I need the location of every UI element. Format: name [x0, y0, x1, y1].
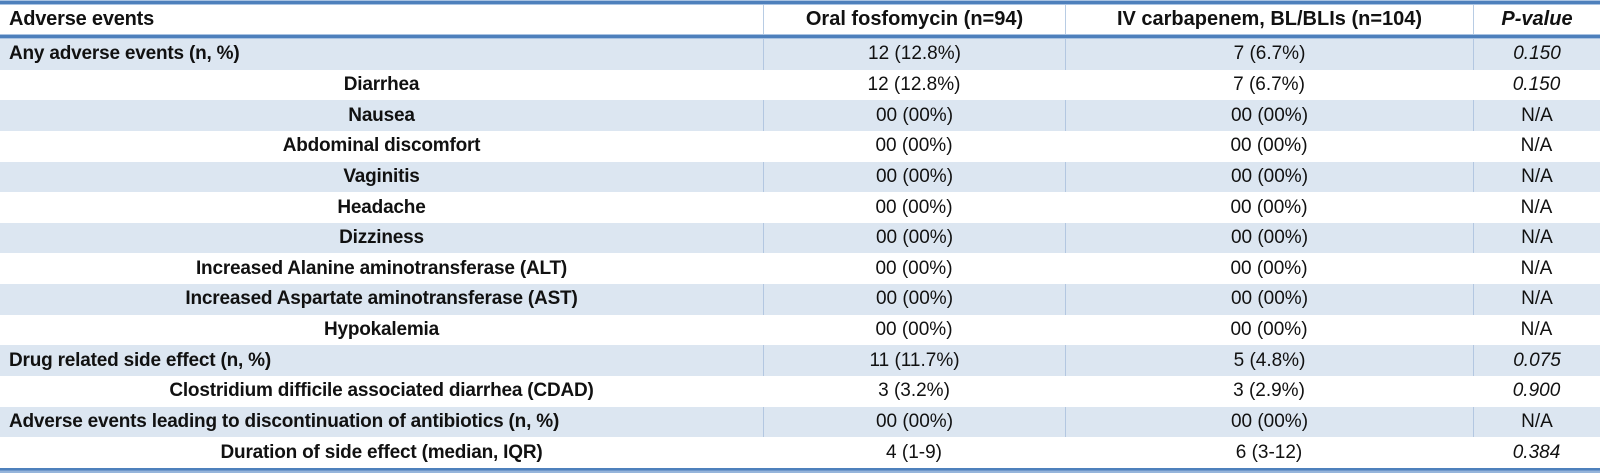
carbapenem-value: 6 (3-12): [1235, 441, 1303, 463]
p-value: 0.075: [1473, 345, 1600, 377]
carbapenem-value: 7 (6.7%): [1233, 73, 1305, 95]
table-row: Increased Alanine aminotransferase (ALT)…: [0, 253, 1600, 284]
fosfomycin-value: 00 (00%): [875, 135, 953, 157]
fosfomycin-value: 3 (3.2%): [878, 380, 950, 402]
table-row: Nausea 00 (00%) 00 (00%) N/A: [0, 100, 1600, 131]
row-label: Increased Aspartate aminotransferase (AS…: [185, 288, 578, 310]
column-header-iv-carbapenem: IV carbapenem, BL/BLIs (n=104): [1065, 5, 1473, 34]
column-header-p-value: P-value: [1473, 5, 1600, 34]
column-header-label: P-value: [1501, 8, 1573, 30]
p-value: 0.150: [1512, 73, 1561, 95]
carbapenem-value: 00 (00%): [1065, 406, 1473, 438]
table-top-border: [0, 0, 1600, 5]
table-row: Hypokalemia 00 (00%) 00 (00%) N/A: [0, 315, 1600, 346]
column-header-label: Oral fosfomycin (n=94): [805, 8, 1024, 30]
table-row: Clostridium difficile associated diarrhe…: [0, 376, 1600, 407]
carbapenem-value: 5 (4.8%): [1065, 345, 1473, 377]
carbapenem-value: 00 (00%): [1065, 284, 1473, 315]
p-value: 0.900: [1512, 380, 1561, 402]
table-row: Increased Aspartate aminotransferase (AS…: [0, 284, 1600, 315]
carbapenem-value: 00 (00%): [1065, 161, 1473, 193]
fosfomycin-value: 00 (00%): [875, 257, 953, 279]
carbapenem-value: 3 (2.9%): [1233, 380, 1305, 402]
carbapenem-value: 00 (00%): [1230, 135, 1308, 157]
table-row: Abdominal discomfort 00 (00%) 00 (00%) N/A: [0, 131, 1600, 162]
p-value: N/A: [1473, 406, 1600, 438]
carbapenem-value: 00 (00%): [1065, 100, 1473, 131]
table-bottom-border: [0, 468, 1600, 473]
fosfomycin-value: 00 (00%): [763, 284, 1065, 315]
row-label: Diarrhea: [343, 73, 420, 95]
column-header-label: IV carbapenem, BL/BLIs (n=104): [1116, 8, 1423, 30]
p-value: N/A: [1520, 196, 1553, 218]
row-label: Headache: [337, 196, 426, 218]
row-label: Abdominal discomfort: [282, 135, 481, 157]
fosfomycin-value: 00 (00%): [763, 406, 1065, 438]
table-row: Drug related side effect (n, %) 11 (11.7%…: [0, 345, 1600, 377]
fosfomycin-value: 4 (1-9): [886, 441, 942, 463]
table-row: Any adverse events (n, %) 12 (12.8%) 7 (6.…: [0, 39, 1600, 70]
p-value: 0.150: [1473, 39, 1600, 70]
row-label: Dizziness: [339, 227, 424, 249]
row-label: Duration of side effect (median, IQR): [220, 441, 543, 463]
fosfomycin-value: 11 (11.7%): [763, 345, 1065, 377]
fosfomycin-value: 00 (00%): [763, 100, 1065, 131]
table-header-row: Adverse events Oral fosfomycin (n=94) IV…: [0, 5, 1600, 34]
table-row: Headache 00 (00%) 00 (00%) N/A: [0, 192, 1600, 223]
row-label: Any adverse events (n, %): [9, 43, 240, 65]
row-label: Clostridium difficile associated diarrhe…: [169, 380, 594, 402]
p-value: N/A: [1520, 257, 1553, 279]
table-row: Diarrhea 12 (12.8%) 7 (6.7%) 0.150: [0, 70, 1600, 101]
column-header-adverse-events: Adverse events: [0, 5, 763, 34]
row-label: Vaginitis: [343, 165, 420, 187]
p-value: N/A: [1473, 161, 1600, 193]
carbapenem-value: 7 (6.7%): [1065, 39, 1473, 70]
fosfomycin-value: 12 (12.8%): [867, 73, 961, 95]
carbapenem-value: 00 (00%): [1230, 257, 1308, 279]
column-header-label: Adverse events: [9, 8, 155, 30]
fosfomycin-value: 00 (00%): [763, 161, 1065, 193]
p-value: N/A: [1473, 284, 1600, 315]
row-label: Drug related side effect (n, %): [9, 349, 271, 371]
table-row: Duration of side effect (median, IQR) 4 (…: [0, 437, 1600, 468]
fosfomycin-value: 00 (00%): [875, 319, 953, 341]
row-label: Nausea: [348, 104, 415, 126]
table-row: Adverse events leading to discontinuatio…: [0, 406, 1600, 438]
header-separator-border: [0, 34, 1600, 39]
table-row: Dizziness 00 (00%) 00 (00%) N/A: [0, 222, 1600, 254]
carbapenem-value: 00 (00%): [1065, 222, 1473, 254]
carbapenem-value: 00 (00%): [1230, 319, 1308, 341]
p-value: N/A: [1473, 222, 1600, 254]
p-value: N/A: [1520, 135, 1553, 157]
fosfomycin-value: 00 (00%): [763, 222, 1065, 254]
row-label: Increased Alanine aminotransferase (ALT): [195, 257, 568, 279]
table-body: Any adverse events (n, %) 12 (12.8%) 7 (6.…: [0, 39, 1600, 468]
fosfomycin-value: 12 (12.8%): [763, 39, 1065, 70]
row-label: Adverse events leading to discontinuatio…: [9, 411, 560, 432]
table-row: Vaginitis 00 (00%) 00 (00%) N/A: [0, 161, 1600, 193]
carbapenem-value: 00 (00%): [1230, 196, 1308, 218]
fosfomycin-value: 00 (00%): [875, 196, 953, 218]
column-header-oral-fosfomycin: Oral fosfomycin (n=94): [763, 5, 1065, 34]
p-value: N/A: [1473, 100, 1600, 131]
p-value: 0.384: [1512, 441, 1561, 463]
p-value: N/A: [1520, 319, 1553, 341]
row-label: Hypokalemia: [323, 319, 440, 341]
